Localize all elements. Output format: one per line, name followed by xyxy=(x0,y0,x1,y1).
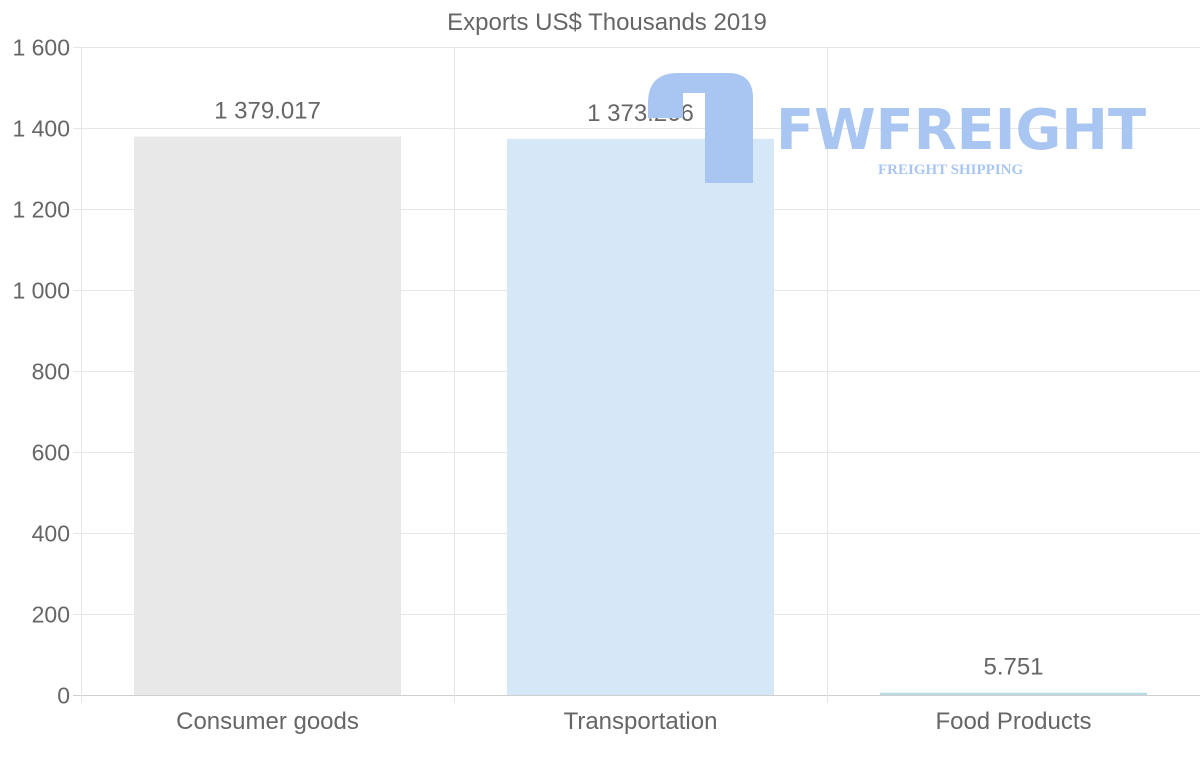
bar xyxy=(134,136,401,695)
y-tick-label: 200 xyxy=(32,602,70,628)
y-tick-label: 600 xyxy=(32,440,70,466)
fwfreight-watermark-logo: FWFREIGHT FREIGHT SHIPPING xyxy=(648,73,1146,183)
x-tick-label: Consumer goods xyxy=(176,708,359,735)
y-tick-label: 1 400 xyxy=(12,116,70,142)
labels: 0 200 400 600 800 1 000 1 200 1 400 1 600 1 379.0… xyxy=(12,35,1091,736)
y-tick-label: 1 000 xyxy=(12,278,70,304)
data-label: 1 379.017 xyxy=(214,97,321,124)
y-tick-label: 0 xyxy=(57,683,70,709)
y-tick-label: 400 xyxy=(32,521,70,547)
chart-title: Exports US$ Thousands 2019 xyxy=(447,9,767,36)
bar xyxy=(507,138,774,695)
bar xyxy=(880,692,1147,695)
logo-mark-icon xyxy=(648,73,753,183)
y-tick-label: 1 200 xyxy=(12,197,70,223)
x-tick-label: Transportation xyxy=(564,708,718,735)
bars xyxy=(134,136,1147,695)
data-label: 5.751 xyxy=(983,654,1043,681)
y-tick-label: 1 600 xyxy=(12,35,70,61)
y-tick-label: 800 xyxy=(32,359,70,385)
watermark-brand: FWFREIGHT xyxy=(776,98,1146,163)
x-tick-label: Food Products xyxy=(935,708,1091,735)
watermark-tagline: FREIGHT SHIPPING xyxy=(878,162,1023,178)
